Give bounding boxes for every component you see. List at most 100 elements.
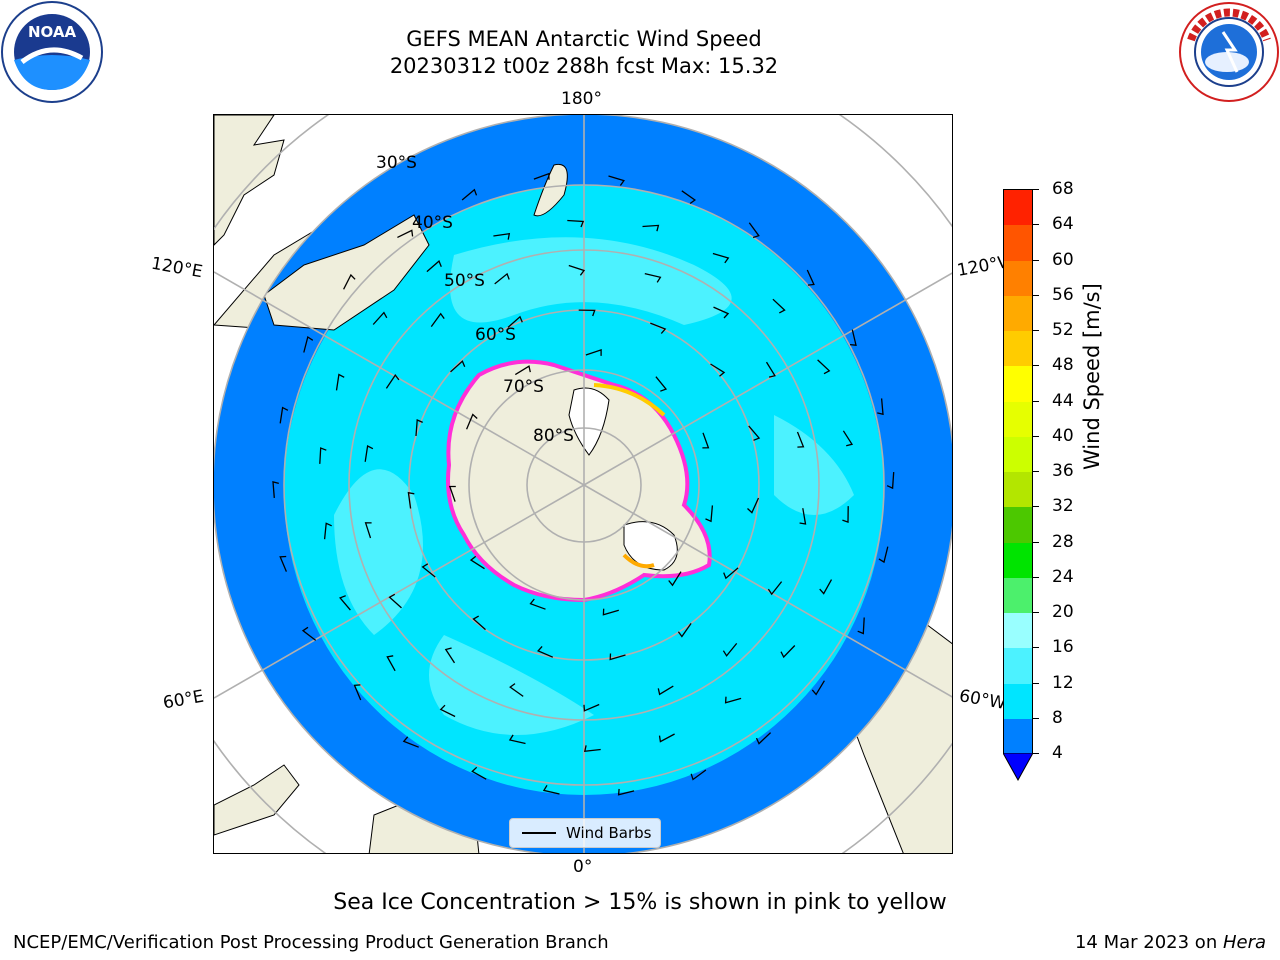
wind-barb [585, 348, 602, 356]
colorbar-tick-label: 4 [1052, 743, 1063, 763]
legend-label: Wind Barbs [566, 824, 652, 842]
colorbar-tick [1033, 541, 1039, 543]
landmass-shape [214, 115, 285, 246]
wind-barb [722, 642, 738, 657]
wind-barb [702, 432, 710, 449]
caption: Sea Ice Concentration > 15% is shown in … [333, 890, 947, 915]
meridian-lines [214, 115, 952, 853]
colorbar-tick [1033, 435, 1039, 437]
footer-host: Hera [1222, 932, 1266, 953]
wind-barb [461, 188, 478, 201]
wind-barb [493, 232, 511, 240]
wind-barb [799, 508, 807, 525]
wind-barb [303, 335, 314, 353]
wind-barb [430, 312, 445, 327]
colorbar-segment [1004, 190, 1032, 226]
lat-label-30s: 30°S [376, 153, 417, 173]
colorbar-tick [1033, 224, 1039, 226]
colorbar-tick-label: 32 [1052, 496, 1074, 517]
map-legend: Wind Barbs [509, 818, 661, 848]
legend-line-swatch [522, 832, 556, 834]
wind-barb [444, 647, 456, 664]
colorbar-tick [1033, 330, 1039, 331]
wind-barb [372, 311, 388, 325]
wind-barbs [272, 172, 895, 796]
colorbar-tick-label: 28 [1052, 531, 1074, 552]
colorbar-tick [1033, 471, 1039, 472]
lon-label-60w: 60°W [957, 686, 1008, 714]
wind-barb [819, 579, 833, 595]
lat-label-40s: 40°S [412, 213, 453, 233]
lat-label-50s: 50°S [444, 271, 485, 291]
wind-barb [765, 361, 776, 378]
wind-barb [397, 229, 414, 238]
lon-label-180: 180° [561, 89, 602, 109]
colorbar-tick [1033, 753, 1039, 754]
colorbar-tick-label: 44 [1052, 390, 1074, 411]
wind-barb [386, 655, 396, 672]
wind-barb [755, 732, 772, 745]
wind-barb [385, 373, 400, 389]
wind-barb [655, 376, 668, 392]
colorbar-tick [1033, 576, 1039, 578]
wind-barb [402, 736, 419, 748]
colorbar-tick-label: 64 [1052, 214, 1074, 235]
wind-barb [886, 472, 895, 490]
colorbar-tick [1033, 400, 1039, 402]
wind-barb [472, 615, 486, 631]
wind-barb [568, 264, 586, 276]
wind-barb [301, 626, 317, 641]
wind-barb [657, 685, 674, 696]
wind-barb [415, 419, 423, 437]
colorbar-segment [1004, 260, 1032, 296]
wind-barb [705, 505, 714, 523]
wind-barb [817, 359, 831, 375]
colorbar-tick-label: 20 [1052, 602, 1074, 622]
colorbar-segment [1004, 577, 1032, 613]
colorbar-tick [1033, 682, 1039, 684]
colorbar-segment [1004, 683, 1032, 719]
colorbar-segment [1004, 366, 1032, 402]
colorbar-tick-label: 24 [1052, 566, 1074, 587]
wind-barb [426, 260, 442, 273]
wind-barb [353, 684, 362, 701]
wind-barb [772, 298, 786, 314]
wind-barb [811, 680, 825, 696]
wind-barb [494, 272, 510, 285]
wind-barb [658, 733, 675, 743]
wind-barb [466, 413, 478, 430]
colorbar-title: Wind Speed [m/s] [1080, 283, 1104, 470]
map-panel: 30°S 40°S 50°S 60°S 70°S 80°S [213, 114, 953, 854]
wind-barb [748, 425, 761, 441]
colorbar-tick-label: 12 [1052, 672, 1074, 693]
wind-barb [279, 406, 289, 424]
colorbar-segment [1004, 648, 1032, 684]
wind-barb [471, 766, 487, 780]
wind-barb [469, 555, 485, 570]
colorbar-tick-label: 40 [1052, 425, 1074, 446]
wind-barb [747, 497, 760, 514]
lat-label-60s: 60°S [475, 325, 516, 345]
lat-label-70s: 70°S [503, 377, 544, 397]
footer-date: 14 Mar 2023 on Hera [1075, 932, 1266, 953]
wind-barb [509, 683, 524, 697]
wind-barb [323, 522, 332, 540]
colorbar-tick-label: 60 [1052, 249, 1074, 270]
colorbar-tick [1033, 506, 1039, 508]
colorbar-extend-arrow [1002, 752, 1034, 785]
wind-barb [842, 506, 849, 524]
wind-barb [609, 653, 626, 661]
colorbar-segment [1004, 436, 1032, 472]
wind-barb [279, 555, 287, 572]
wind-barb [583, 745, 601, 753]
wind-barb [335, 373, 345, 391]
polar-map [214, 115, 952, 853]
footer-credit: NCEP/EMC/Verification Post Processing Pr… [13, 932, 609, 953]
wind-barb [650, 322, 667, 334]
wind-barb [529, 598, 546, 610]
colorbar-tick [1033, 259, 1039, 261]
nws-logo [1177, 0, 1280, 108]
wind-barb [507, 315, 523, 328]
wind-barb [388, 593, 402, 609]
colorbar-tick [1033, 365, 1039, 367]
